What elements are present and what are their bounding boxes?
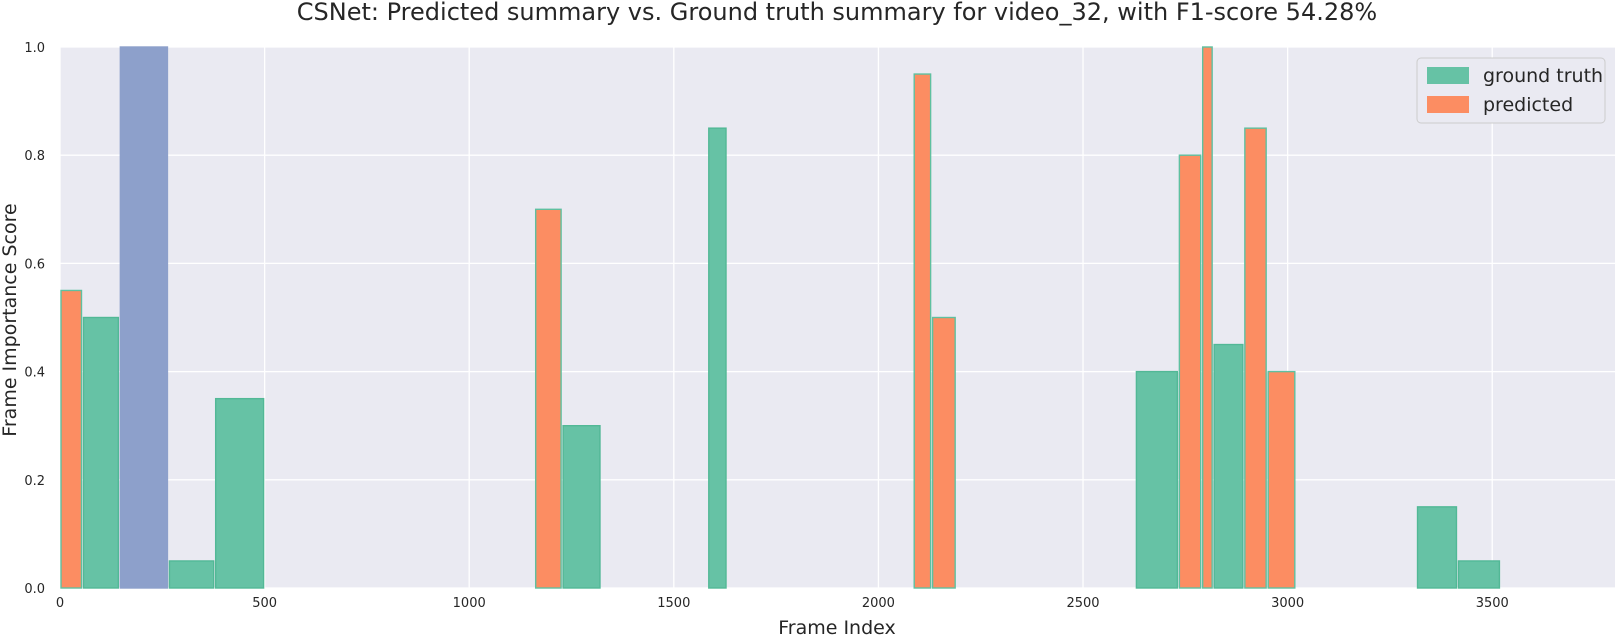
bar-predicted [1267,370,1296,589]
bars-layer [60,46,1501,589]
y-tick-label: 0.4 [24,366,45,381]
x-tick-label: 1000 [453,596,486,611]
bar-ground-truth [1416,506,1458,589]
y-tick-label: 0.6 [24,257,45,272]
x-tick-label: 3500 [1476,596,1509,611]
y-tick-label: 1.0 [24,41,45,56]
bar-predicted [1178,154,1202,589]
bar-ground-truth [708,127,727,589]
x-tick-label: 3000 [1271,596,1304,611]
bar-overlap [119,46,169,589]
chart-title: CSNet: Predicted summary vs. Ground trut… [297,0,1377,26]
bar-ground-truth [1457,560,1501,589]
x-ticks: 0 500 1000 1500 2000 2500 3000 3500 [56,596,1509,611]
grid-layer [59,46,1615,589]
legend-label-predicted: predicted [1483,94,1573,116]
x-tick-label: 2500 [1066,596,1099,611]
x-tick-label: 2000 [862,596,895,611]
bar-ground-truth [168,560,215,589]
y-ticks: 0.0 0.2 0.4 0.6 0.8 1.0 [24,41,45,597]
plot-background [60,47,1615,588]
x-axis-label: Frame Index [778,617,896,638]
bar-ground-truth [1213,343,1244,589]
x-tick-label: 500 [252,596,277,611]
bar-ground-truth [1135,370,1179,589]
bar-ground-truth [562,425,601,589]
bar-ground-truth [82,316,120,589]
bar-predicted [60,289,83,589]
bar-predicted [1244,127,1267,589]
x-tick-label: 0 [56,596,64,611]
y-tick-label: 0.0 [24,582,45,597]
y-tick-label: 0.8 [24,149,45,164]
y-tick-label: 0.2 [24,474,45,489]
bar-predicted [913,73,932,589]
bar-predicted [931,316,956,589]
bar-predicted [534,208,562,589]
y-axis-label: Frame Importance Score [0,203,21,436]
bar-predicted [1201,46,1213,589]
bar-ground-truth [214,397,265,589]
legend-swatch-ground-truth [1427,67,1469,84]
x-tick-label: 1500 [657,596,690,611]
legend: ground truth predicted [1416,57,1606,124]
legend-label-ground-truth: ground truth [1483,65,1603,87]
legend-swatch-predicted [1427,96,1469,113]
